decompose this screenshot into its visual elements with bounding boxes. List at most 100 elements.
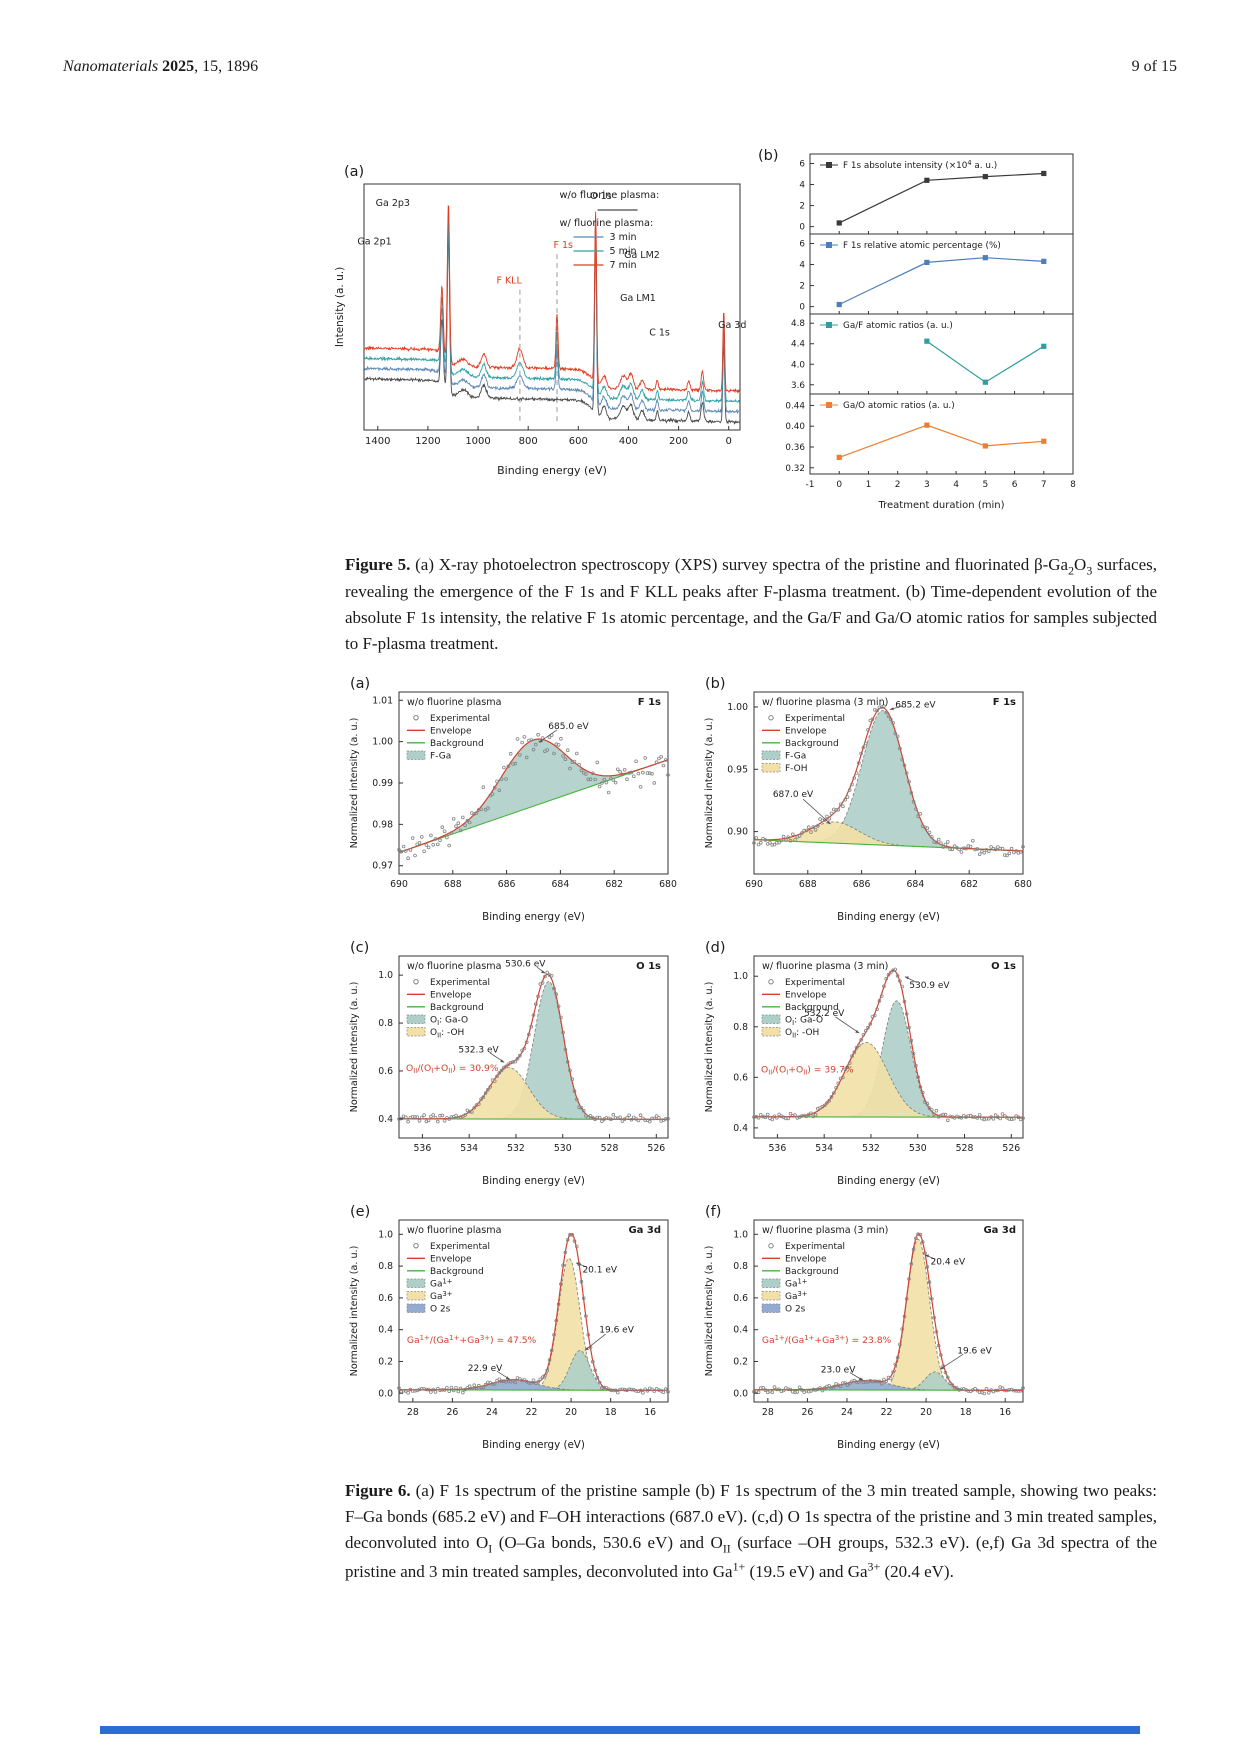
experimental-point [882, 984, 886, 989]
experimental-point [543, 974, 547, 979]
experimental-point [932, 1315, 936, 1320]
x-tick-label: 680 [659, 879, 677, 890]
experimental-point [923, 1100, 927, 1104]
experimental-point [795, 1390, 800, 1394]
x-tick-label: 1 [866, 480, 872, 490]
legend-marker [413, 715, 419, 721]
legend-patch [761, 750, 781, 760]
experimental-point [822, 1103, 827, 1108]
experimental-point [907, 1277, 911, 1281]
x-tick-label: 800 [519, 436, 538, 447]
experimental-point [884, 976, 889, 981]
experimental-point [401, 844, 406, 849]
experimental-point [970, 1115, 975, 1119]
x-tick-label: 1000 [465, 436, 490, 447]
experimental-point [1021, 1386, 1025, 1390]
experimental-point [800, 1388, 804, 1392]
component-fill [754, 710, 1023, 851]
experimental-point [916, 1232, 920, 1236]
experimental-point [406, 856, 410, 861]
experimental-point [884, 1379, 889, 1384]
species-label: F 1s [638, 697, 661, 708]
experimental-point [889, 1376, 893, 1381]
peak-label: Ga LM1 [620, 293, 656, 304]
experimental-point [852, 1050, 857, 1055]
experimental-point [763, 1115, 768, 1120]
legend-patch [761, 1291, 781, 1301]
x-axis-label: Binding energy (eV) [482, 911, 585, 923]
condition-label: w/ fluorine plasma (3 min) [762, 1225, 888, 1236]
experimental-point [654, 760, 659, 764]
component-fill [754, 1380, 1023, 1391]
x-tick-label: 18 [605, 1407, 617, 1418]
experimental-point [472, 1106, 476, 1110]
figure6-panel-a-f1s-pristine-chart: 690 688 686 684 682 680 0.97 0.98 0.99 1.00 1.01 Bi… [349, 676, 677, 923]
experimental-point [820, 818, 825, 823]
experimental-point [547, 1358, 552, 1362]
experimental-point [863, 1380, 868, 1384]
experimental-point [436, 1119, 440, 1124]
x-tick-label: 682 [960, 879, 978, 890]
peak-label: 532.3 eV [458, 1045, 499, 1055]
x-tick-label: 22 [526, 1407, 538, 1418]
experimental-point [952, 1385, 957, 1390]
experimental-point [495, 779, 499, 784]
survey-trace [363, 205, 741, 394]
experimental-point [793, 838, 797, 842]
ratio-annotation: Ga1+/(Ga1++Ga3+) = 47.5% [407, 1334, 537, 1346]
y-axis-label: Normalized intensity (a. u.) [349, 1246, 360, 1377]
experimental-point [490, 1382, 495, 1386]
experimental-point [930, 1108, 934, 1112]
experimental-point [863, 741, 868, 746]
experimental-point [943, 1112, 948, 1117]
experimental-point [977, 852, 982, 857]
experimental-point [895, 1356, 900, 1360]
experimental-point [613, 1388, 618, 1393]
experimental-point [843, 1381, 848, 1385]
experimental-point [925, 826, 930, 831]
experimental-point [586, 777, 591, 782]
experimental-point [561, 1263, 565, 1267]
experimental-point [454, 1386, 458, 1390]
experimental-point [618, 1115, 622, 1120]
experimental-point [907, 1025, 911, 1030]
experimental-point [806, 825, 811, 830]
experimental-point [397, 1386, 401, 1390]
experimental-point [417, 1119, 422, 1123]
species-label: F 1s [993, 697, 1016, 708]
experimental-point [625, 1116, 629, 1120]
experimental-point [841, 1381, 845, 1385]
experimental-point [1000, 846, 1005, 851]
experimental-point [458, 828, 463, 833]
y-tick-label: 1.0 [733, 971, 748, 982]
x-tick-label: 528 [956, 1143, 974, 1154]
experimental-point [420, 1387, 424, 1391]
legend-patch [761, 1027, 781, 1037]
y-axis-label: Normalized intensity (a. u.) [349, 718, 360, 849]
legend-marker [768, 979, 774, 985]
experimental-point [467, 820, 472, 825]
y-tick-label: 0.4 [733, 1325, 748, 1336]
x-axis-label: Binding energy (eV) [837, 911, 940, 923]
experimental-point [911, 799, 916, 804]
experimental-point [650, 772, 654, 776]
experimental-point [946, 1375, 950, 1380]
experimental-point [508, 751, 513, 756]
y-tick-label: 0.40 [785, 422, 805, 432]
experimental-point [898, 1342, 902, 1347]
x-tick-label: 534 [460, 1143, 478, 1154]
experimental-point [625, 777, 629, 781]
experimental-point [770, 1117, 774, 1122]
experimental-point [884, 710, 889, 715]
y-tick-label: 0 [799, 303, 805, 313]
journal-year: 2025 [162, 58, 195, 75]
peak-label: 687.0 eV [773, 790, 814, 800]
x-tick-label: 20 [565, 1407, 577, 1418]
panel-letter: (a) [344, 164, 364, 180]
experimental-point [413, 853, 417, 858]
experimental-point [597, 1380, 602, 1385]
label-arrow-head [904, 976, 909, 980]
experimental-point [461, 1390, 465, 1395]
experimental-point [586, 1333, 591, 1337]
experimental-point [406, 1119, 410, 1124]
